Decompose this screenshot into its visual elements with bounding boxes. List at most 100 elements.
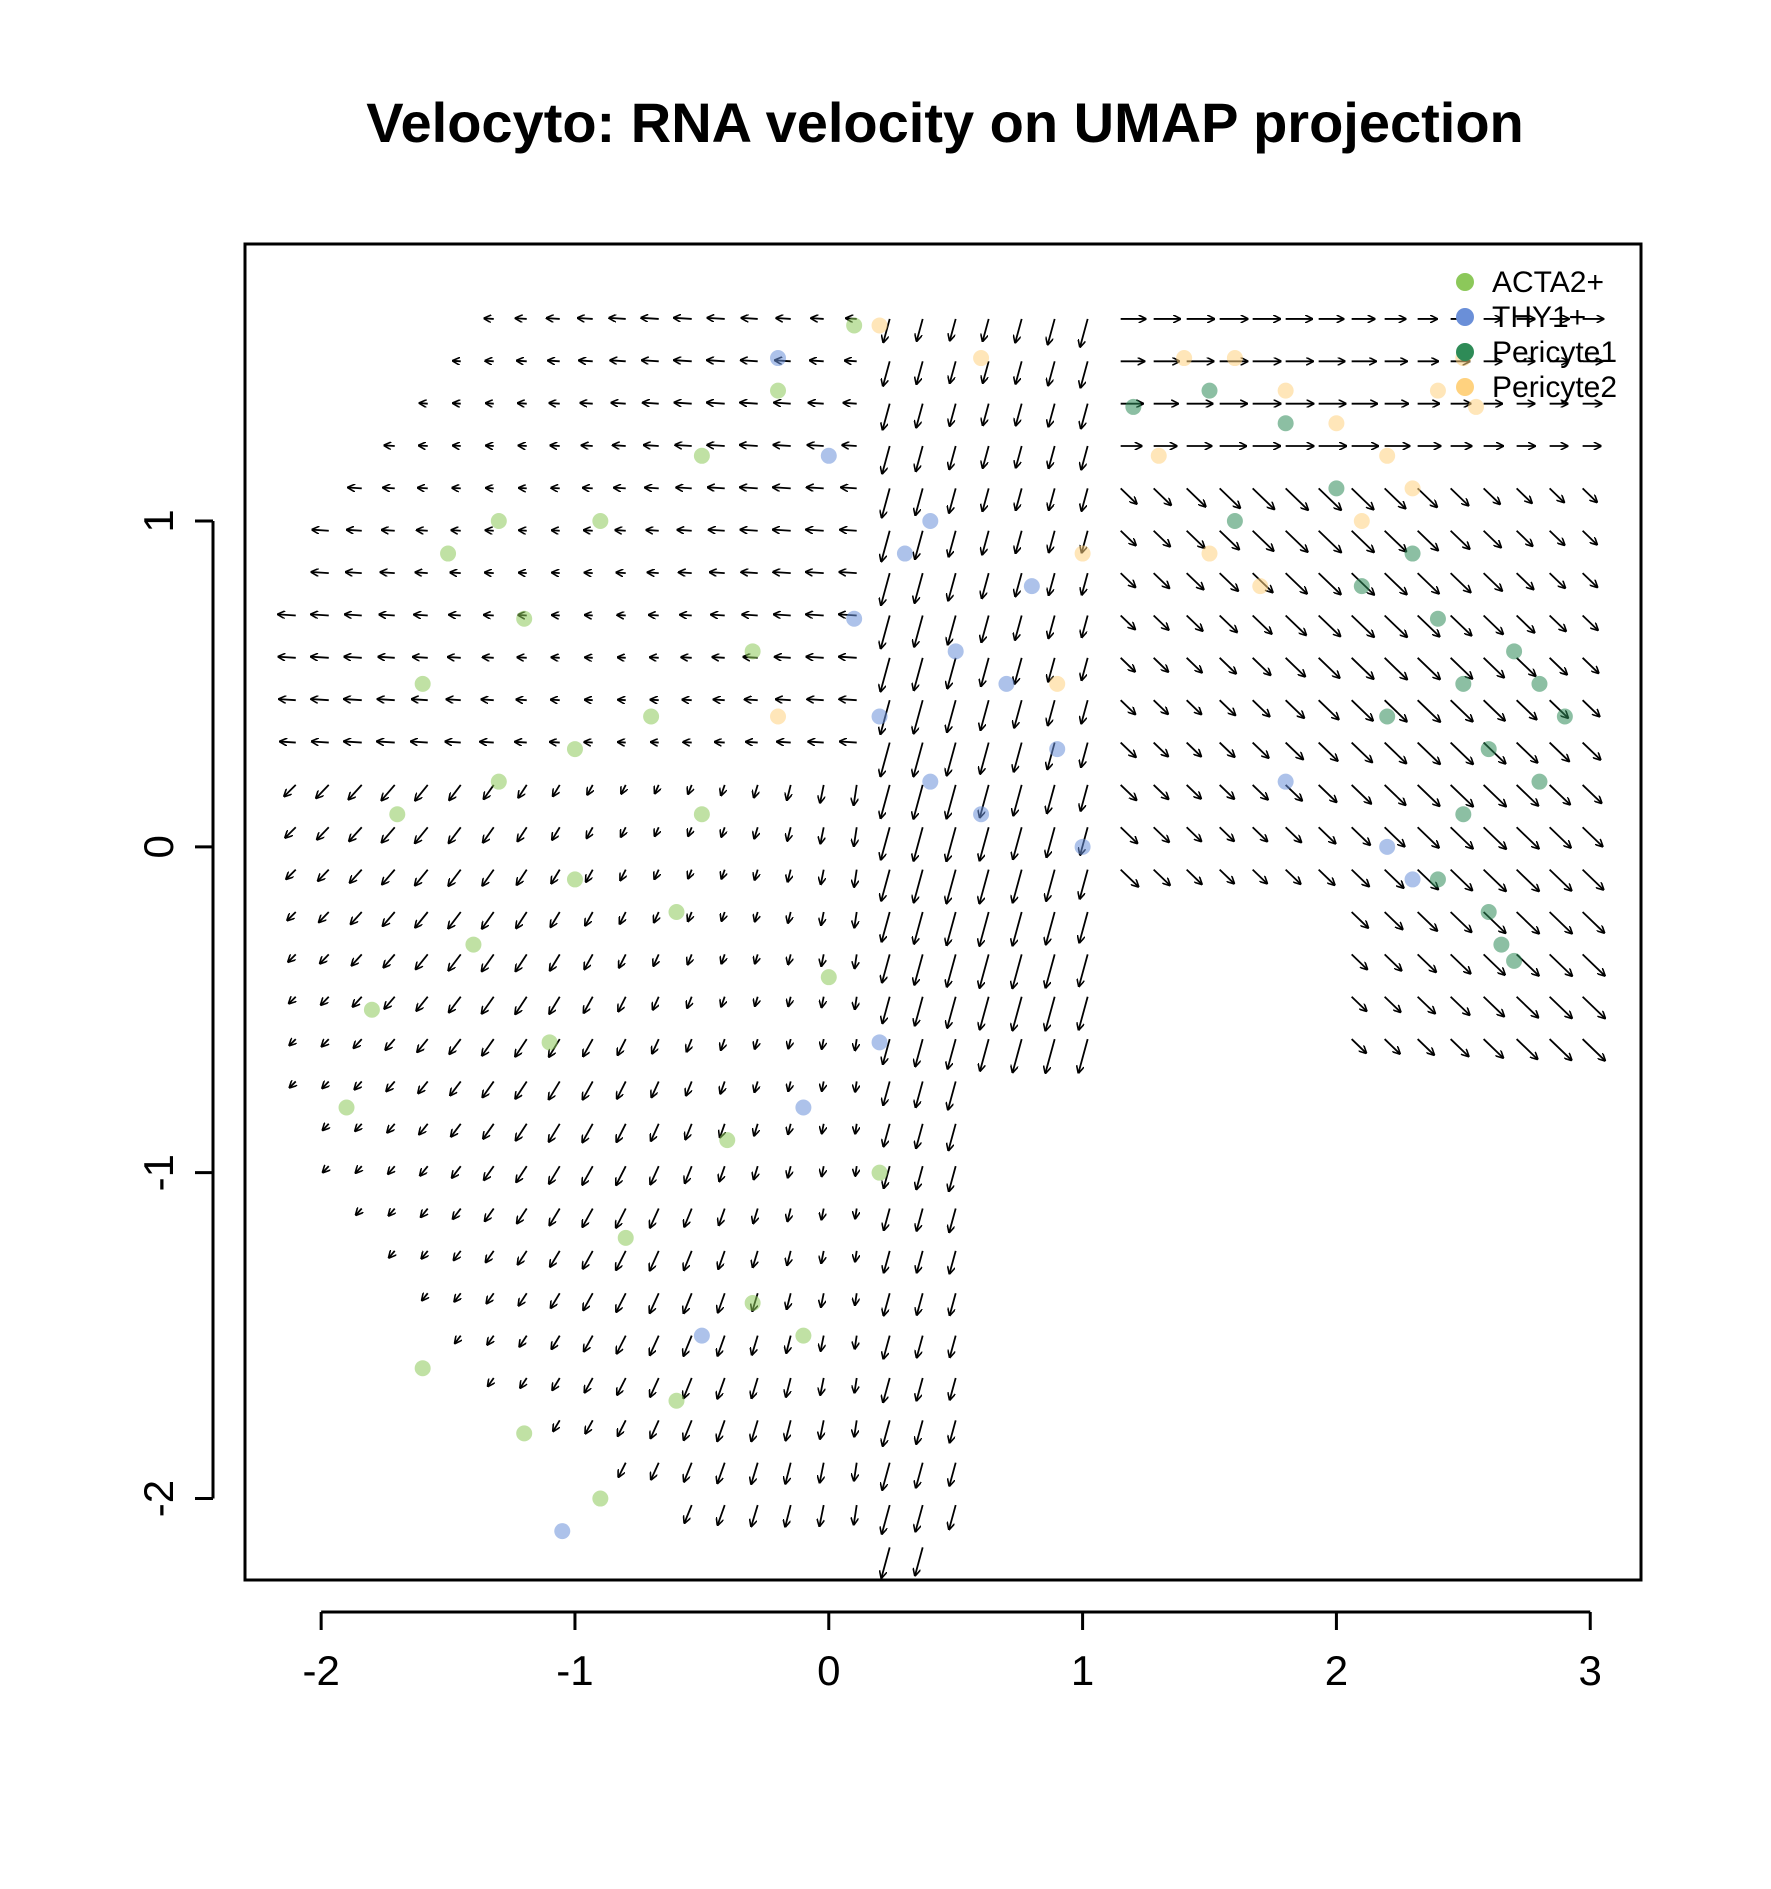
velocity-arrow	[1153, 699, 1168, 714]
velocity-arrow	[684, 1504, 693, 1523]
velocity-arrow	[650, 1165, 660, 1184]
velocity-arrow	[419, 1123, 429, 1135]
velocity-arrow	[839, 572, 857, 573]
velocity-arrow	[947, 954, 957, 986]
velocity-arrow	[722, 869, 725, 879]
velocity-arrow	[1516, 996, 1539, 1018]
cell-point	[846, 317, 863, 334]
velocity-arrow	[1252, 826, 1268, 841]
velocity-arrow	[881, 1547, 891, 1577]
velocity-arrow	[1219, 614, 1237, 632]
velocity-arrow	[1186, 699, 1202, 714]
velocity-arrow	[742, 614, 758, 615]
velocity-arrow	[516, 911, 528, 928]
cell-point	[1328, 480, 1345, 497]
velocity-arrow	[484, 615, 494, 616]
velocity-arrow	[821, 1250, 823, 1263]
velocity-arrow	[1483, 953, 1505, 974]
velocity-arrow	[318, 869, 330, 881]
plot-frame	[243, 242, 1643, 1582]
velocity-arrow	[345, 614, 362, 615]
velocity-arrow	[788, 1165, 791, 1177]
velocity-arrow	[583, 1250, 594, 1269]
velocity-arrow	[1549, 911, 1572, 933]
velocity-arrow	[746, 742, 758, 743]
velocity-arrow	[419, 445, 428, 446]
velocity-arrow	[388, 1165, 395, 1174]
velocity-arrow	[1120, 657, 1135, 672]
velocity-arrow	[753, 1208, 757, 1224]
velocity-arrow	[1417, 996, 1435, 1014]
velocity-arrow	[1219, 530, 1239, 550]
velocity-arrow	[842, 445, 857, 446]
velocity-arrow	[916, 1123, 924, 1148]
velocity-arrow	[1549, 530, 1565, 545]
velocity-arrow	[1079, 996, 1089, 1030]
velocity-arrow	[773, 530, 791, 531]
velocity-arrow	[445, 742, 461, 743]
velocity-arrow	[1015, 572, 1023, 596]
velocity-arrow	[915, 572, 924, 603]
velocity-arrow	[684, 1292, 693, 1313]
velocity-arrow	[687, 996, 692, 1008]
velocity-arrow	[719, 1208, 726, 1226]
velocity-arrow	[1318, 741, 1338, 761]
velocity-arrow	[915, 1038, 924, 1066]
velocity-arrow	[381, 572, 395, 573]
velocity-arrow	[455, 1335, 461, 1344]
velocity-arrow	[548, 361, 560, 362]
velocity-arrow	[718, 1504, 726, 1525]
velocity-arrow	[517, 869, 528, 885]
cell-point	[1556, 708, 1573, 725]
cell-point	[693, 447, 710, 464]
velocity-arrow	[415, 911, 429, 927]
velocity-arrow	[1549, 614, 1566, 631]
velocity-arrow	[417, 530, 428, 531]
velocity-arrow	[1318, 826, 1336, 843]
velocity-arrow	[1384, 699, 1407, 721]
velocity-arrow	[674, 318, 692, 319]
velocity-arrow	[619, 1462, 627, 1477]
velocity-arrow	[1516, 826, 1539, 848]
velocity-arrow	[354, 1038, 363, 1048]
velocity-arrow	[319, 911, 330, 922]
velocity-arrow	[1351, 996, 1367, 1011]
velocity-arrow	[1384, 614, 1407, 636]
velocity-arrow	[751, 1420, 759, 1441]
velocity-arrow	[1351, 911, 1368, 928]
velocity-arrow	[415, 784, 429, 801]
velocity-arrow	[583, 1292, 594, 1310]
velocity-arrow	[547, 318, 560, 319]
velocity-arrow	[1016, 445, 1023, 468]
velocity-arrow	[820, 784, 824, 803]
velocity-arrow	[754, 784, 758, 797]
velocity-arrow	[1186, 657, 1202, 673]
velocity-arrow	[1549, 996, 1572, 1018]
velocity-arrow	[821, 869, 824, 885]
velocity-arrow	[949, 530, 957, 557]
velocity-arrow	[787, 1208, 790, 1222]
velocity-arrow	[752, 1335, 759, 1355]
velocity-arrow	[1483, 614, 1503, 634]
velocity-arrow	[549, 403, 560, 404]
velocity-arrow	[688, 954, 692, 964]
velocity-arrow	[1417, 487, 1437, 507]
velocity-arrow	[517, 657, 527, 658]
velocity-arrow	[584, 996, 594, 1013]
velocity-arrow	[311, 657, 329, 658]
velocity-arrow	[1219, 826, 1234, 841]
x-tick-label: 0	[817, 1647, 840, 1694]
velocity-arrow	[1120, 741, 1136, 757]
velocity-arrow	[980, 996, 990, 1030]
velocity-arrow	[1047, 827, 1056, 857]
velocity-arrow	[855, 1293, 857, 1305]
velocity-arrow	[1048, 403, 1056, 427]
velocity-arrow	[584, 953, 594, 969]
velocity-arrow	[883, 1038, 891, 1064]
velocity-arrow	[915, 488, 924, 515]
velocity-arrow	[1081, 742, 1089, 767]
velocity-arrow	[1252, 741, 1269, 758]
velocity-arrow	[517, 361, 527, 362]
